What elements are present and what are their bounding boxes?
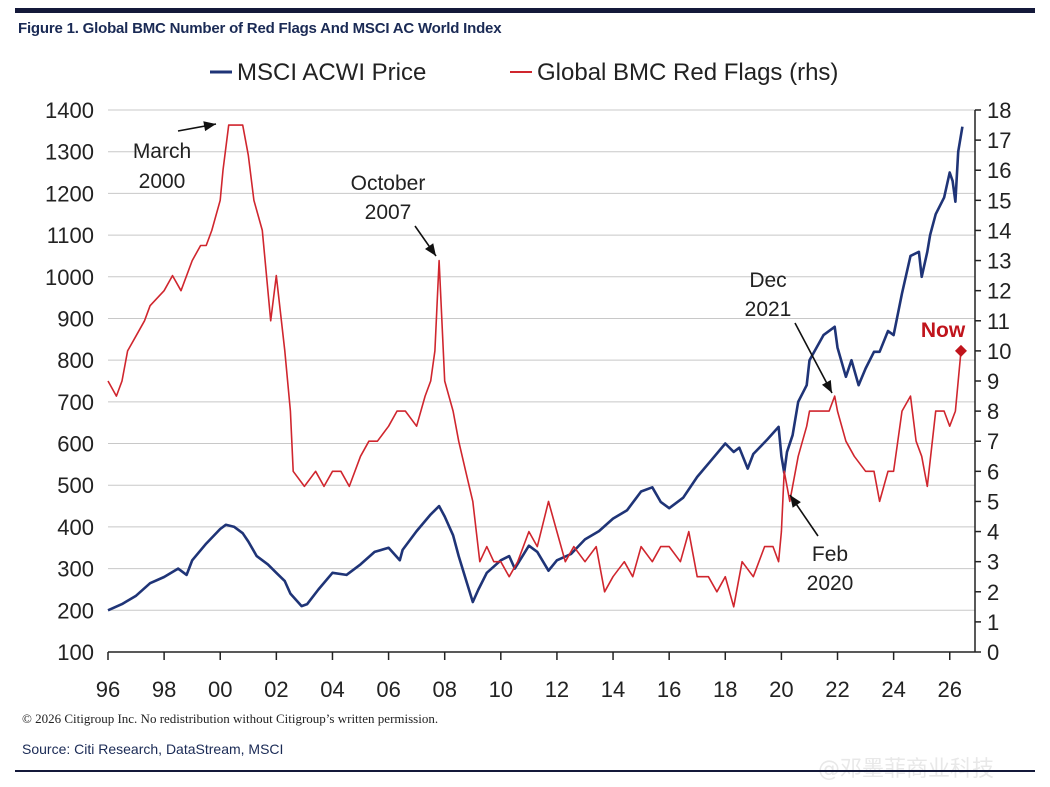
legend-label: Global BMC Red Flags (rhs) <box>537 59 838 86</box>
left-axis-tick-label: 1200 <box>45 181 94 206</box>
right-axis-tick-label: 10 <box>987 339 1011 364</box>
left-axis-tick-label: 200 <box>57 598 94 623</box>
series-group <box>107 124 964 612</box>
left-axis-tick-label: 1400 <box>45 98 94 123</box>
bottom-rule <box>15 770 1035 772</box>
left-axis-tick-label: 1300 <box>45 140 94 165</box>
right-axis-tick-label: 0 <box>987 640 999 665</box>
right-axis-tick-label: 13 <box>987 249 1011 274</box>
annotation-dec-2021-arrow-head <box>821 380 832 393</box>
x-axis-tick-label: 16 <box>657 677 681 702</box>
x-axis-tick-label: 08 <box>432 677 456 702</box>
right-axis-tick-label: 18 <box>987 98 1011 123</box>
x-axis-tick-label: 04 <box>320 677 344 702</box>
x-axis-tick-label: 20 <box>769 677 793 702</box>
left-axis-ticks: 100 200 300 400 500 600 700 800 900 1000 1100 1200 1… <box>45 98 94 665</box>
right-axis-tick-label: 1 <box>987 610 999 635</box>
annotations: March 2000 October 2007 Dec 2021 Feb 2020 Now <box>133 121 967 595</box>
annotation-dec-2021-arrow-line <box>794 322 833 394</box>
annotation-march-2000-line1: March <box>133 140 191 163</box>
right-axis-tick-label: 17 <box>987 128 1011 153</box>
left-axis-tick-label: 900 <box>57 306 94 331</box>
msci-acwi-line <box>107 126 964 612</box>
right-axis-tick-label: 3 <box>987 550 999 575</box>
grid <box>108 109 975 653</box>
annotation-feb-2020-line2: 2020 <box>807 572 854 595</box>
left-axis-tick-label: 800 <box>57 348 94 373</box>
annotation-october-2007-arrow-head <box>425 243 436 256</box>
annotation-now: Now <box>921 319 966 342</box>
left-axis-tick-label: 400 <box>57 515 94 540</box>
x-axis-tick-label: 02 <box>264 677 288 702</box>
x-axis-tick-label: 10 <box>489 677 513 702</box>
left-axis-tick-label: 600 <box>57 432 94 457</box>
right-axis-tick-label: 6 <box>987 459 999 484</box>
left-axis-tick-label: 500 <box>57 473 94 498</box>
left-axis-tick-label: 1100 <box>47 223 94 248</box>
left-axis-tick-label: 300 <box>57 557 94 582</box>
right-axis-tick-label: 2 <box>987 580 999 605</box>
x-axis-tick-label: 14 <box>601 677 625 702</box>
copyright-notice: © 2026 Citigroup Inc. No redistribution … <box>22 711 439 726</box>
watermark: @邓墨菲商业科技 <box>818 757 995 782</box>
legend: MSCI ACWI Price Global BMC Red Flags (rhs… <box>210 59 838 86</box>
annotation-october-2007-line2: 2007 <box>365 201 412 224</box>
annotation-feb-2020-arrow-head <box>790 495 801 508</box>
x-axis-tick-label: 00 <box>208 677 232 702</box>
x-axis-tick-label: 96 <box>96 677 120 702</box>
annotation-march-2000-line2: 2000 <box>139 170 186 193</box>
x-axis-tick-label: 18 <box>713 677 737 702</box>
right-axis-tick-label: 5 <box>987 489 999 514</box>
right-axis-tick-label: 7 <box>987 429 999 454</box>
right-axis-tick-label: 14 <box>987 218 1011 243</box>
red-flags-line <box>107 124 962 608</box>
now-marker <box>954 344 967 357</box>
x-axis-ticks: 96 98 00 02 04 06 08 10 12 14 16 18 20 22 24 26 <box>96 652 962 702</box>
x-axis-tick-label: 24 <box>881 677 905 702</box>
source-note: Source: Citi Research, DataStream, MSCI <box>22 741 284 757</box>
right-axis-tick-label: 15 <box>987 188 1011 213</box>
x-axis-tick-label: 22 <box>825 677 849 702</box>
annotation-october-2007-line1: October <box>351 172 426 195</box>
right-axis-tick-label: 12 <box>987 279 1011 304</box>
axes <box>108 110 976 653</box>
left-axis-tick-label: 100 <box>57 640 94 665</box>
x-axis-tick-label: 26 <box>938 677 962 702</box>
annotation-dec-2021-line2: 2021 <box>745 298 792 321</box>
legend-label: MSCI ACWI Price <box>237 59 426 86</box>
x-axis-tick-label: 98 <box>152 677 176 702</box>
left-axis-tick-label: 700 <box>57 390 94 415</box>
figure-title: Figure 1. Global BMC Number of Red Flags… <box>18 20 502 37</box>
right-axis-tick-label: 4 <box>987 520 999 545</box>
top-rule <box>15 8 1035 13</box>
x-axis-tick-label: 12 <box>545 677 569 702</box>
right-axis-tick-label: 16 <box>987 158 1011 183</box>
right-axis-tick-label: 8 <box>987 399 999 424</box>
right-axis-tick-label: 11 <box>987 309 1010 334</box>
left-axis-tick-label: 1000 <box>45 265 94 290</box>
x-axis-tick-label: 06 <box>376 677 400 702</box>
annotation-dec-2021-line1: Dec <box>749 269 786 292</box>
annotation-march-2000-arrow-head <box>203 121 216 132</box>
right-axis-tick-label: 9 <box>987 369 999 394</box>
annotation-feb-2020-line1: Feb <box>812 543 848 566</box>
